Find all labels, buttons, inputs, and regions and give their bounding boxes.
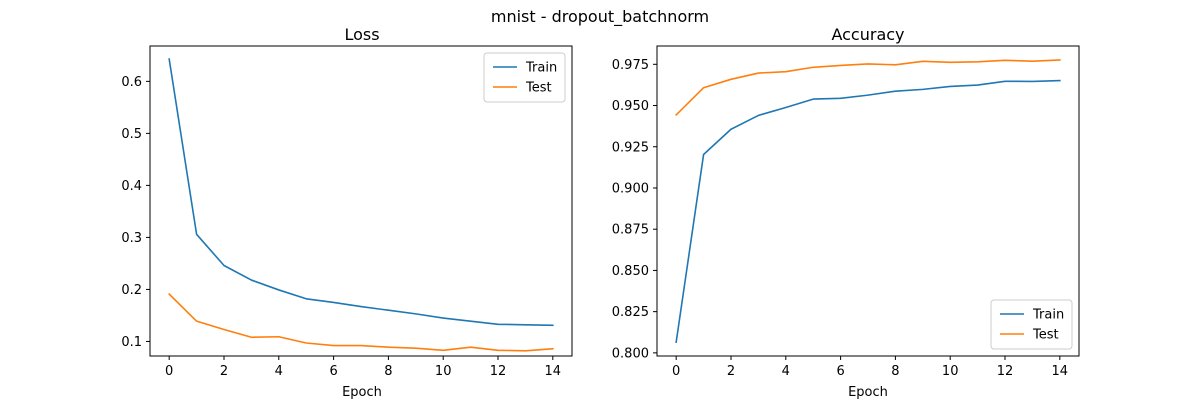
accuracy-x-tick-label: 12 <box>997 364 1014 379</box>
loss-x-tick-label: 4 <box>275 364 283 379</box>
accuracy-legend-label-train: Train <box>1032 308 1064 323</box>
loss-x-tick-label: 8 <box>384 364 392 379</box>
loss-legend-box <box>483 52 566 103</box>
loss-x-tick-label: 0 <box>165 364 173 379</box>
accuracy-x-tick-label: 8 <box>891 364 899 379</box>
accuracy-legend-box <box>990 299 1073 350</box>
accuracy-y-tick-label: 0.925 <box>612 140 649 155</box>
accuracy-y-tick-label: 0.825 <box>612 305 649 320</box>
loss-axes-frame <box>149 45 573 357</box>
accuracy-y-tick-label: 0.900 <box>612 181 649 196</box>
loss-legend-label-test: Test <box>525 81 552 96</box>
loss-series-test-line <box>168 292 554 352</box>
accuracy-legend: Train Test <box>990 299 1073 350</box>
loss-y-tick-label: 0.3 <box>121 231 142 246</box>
accuracy-y-tick-label: 0.875 <box>612 223 649 238</box>
figure-suptitle: mnist - dropout_batchnorm <box>491 7 709 27</box>
accuracy-y-tick-label: 0.800 <box>612 346 649 361</box>
accuracy-x-tick-label: 0 <box>672 364 680 379</box>
loss-x-tick-label: 6 <box>329 364 337 379</box>
accuracy-legend-label-test: Test <box>1032 328 1059 343</box>
accuracy-subplot: Accuracy Epoch 0 2 4 6 8 10 12 14 0.800 0.825 0.85… <box>612 25 1080 400</box>
accuracy-x-tick-label: 2 <box>727 364 735 379</box>
accuracy-series-train-line <box>675 79 1061 344</box>
accuracy-x-tick-label: 6 <box>836 364 844 379</box>
loss-subplot-title: Loss <box>344 25 379 44</box>
accuracy-subplot-title: Accuracy <box>831 25 904 44</box>
loss-y-tick-label: 0.4 <box>121 179 142 194</box>
accuracy-x-tick-label: 14 <box>1052 364 1069 379</box>
loss-x-tick-label: 10 <box>435 364 452 379</box>
loss-x-tick-label: 2 <box>220 364 228 379</box>
loss-x-tick-label: 12 <box>490 364 507 379</box>
accuracy-axes-frame <box>656 45 1080 357</box>
loss-y-tick-label: 0.6 <box>121 75 142 90</box>
loss-y-tick-label: 0.1 <box>121 335 142 350</box>
loss-x-tick-label: 14 <box>545 364 562 379</box>
accuracy-y-tick-label: 0.950 <box>612 99 649 114</box>
loss-y-tick-label: 0.2 <box>121 283 142 298</box>
accuracy-x-tick-label: 10 <box>942 364 959 379</box>
loss-subplot: Loss Epoch 0 2 4 6 8 10 12 14 0.1 0.2 0.3 0.4 0.5 0.6… <box>121 25 573 400</box>
loss-legend-label-train: Train <box>525 61 557 76</box>
loss-x-axis-label: Epoch <box>342 385 382 400</box>
loss-legend: Train Test <box>483 52 566 103</box>
accuracy-x-axis-label: Epoch <box>848 385 888 400</box>
accuracy-y-tick-label: 0.850 <box>612 264 649 279</box>
accuracy-series-test-line <box>675 59 1061 117</box>
accuracy-x-tick-label: 4 <box>782 364 790 379</box>
loss-y-tick-label: 0.5 <box>121 127 142 142</box>
accuracy-y-tick-label: 0.975 <box>612 58 649 73</box>
loss-series-train-line <box>168 58 554 327</box>
